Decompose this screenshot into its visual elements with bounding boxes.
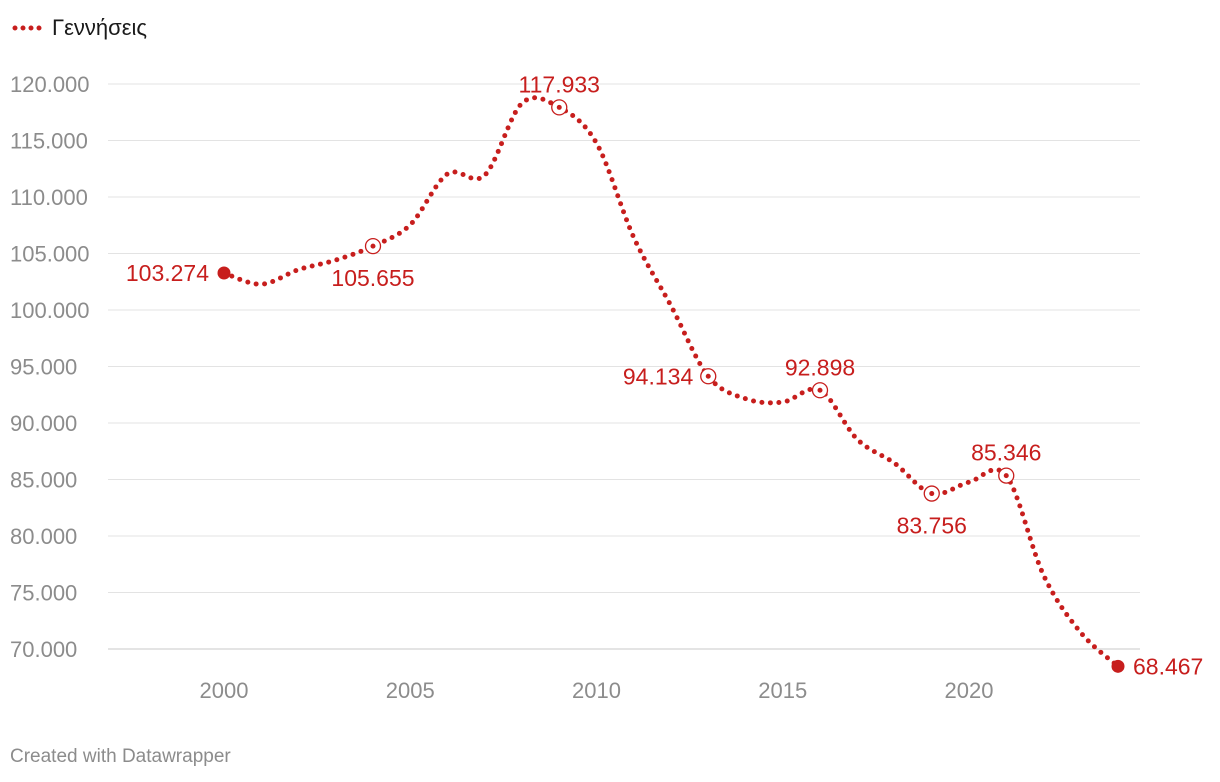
y-tick-label: 95.000 (10, 355, 77, 380)
y-tick-label: 105.000 (10, 242, 90, 267)
data-label: 85.346 (971, 440, 1041, 466)
x-tick-label: 2010 (572, 678, 621, 703)
data-point-marker (217, 266, 231, 280)
data-point-center (929, 491, 935, 497)
legend: Γεννήσεις (12, 14, 147, 42)
data-label: 103.274 (126, 260, 209, 286)
data-point-center (1003, 473, 1009, 479)
y-tick-label: 80.000 (10, 524, 77, 549)
data-point-marker (1111, 659, 1125, 673)
data-label: 105.655 (331, 265, 414, 291)
x-tick-label: 2000 (200, 678, 249, 703)
x-tick-label: 2015 (758, 678, 807, 703)
y-tick-label: 120.000 (10, 72, 90, 97)
y-tick-label: 110.000 (10, 185, 88, 210)
data-point-center (817, 387, 823, 393)
data-point-center (705, 373, 711, 379)
data-label: 68.467 (1133, 653, 1203, 679)
credit-footer: Created with Datawrapper (10, 746, 231, 767)
data-label: 83.756 (897, 513, 967, 539)
x-tick-label: 2005 (386, 678, 435, 703)
y-tick-label: 100.000 (10, 298, 90, 323)
x-axis: 2000 2005 2010 2015 2020 (200, 678, 994, 703)
y-axis: 70.000 75.000 80.000 85.000 90.000 95.000 100.… (10, 72, 90, 662)
y-tick-label: 85.000 (10, 468, 77, 493)
data-label: 117.933 (519, 71, 600, 97)
y-tick-label: 115.000 (10, 129, 88, 154)
highlighted-points: 103.274 105.655 117.933 94.134 92.898 83.756 8… (126, 71, 1204, 679)
data-point-center (556, 104, 562, 110)
y-tick-label: 70.000 (10, 637, 77, 662)
y-tick-label: 90.000 (10, 411, 77, 436)
gridlines (108, 83, 1140, 650)
y-tick-label: 75.000 (10, 581, 77, 606)
data-label: 94.134 (623, 363, 694, 389)
data-point-center (370, 243, 376, 249)
x-tick-label: 2020 (945, 678, 994, 703)
data-label: 92.898 (785, 354, 855, 380)
legend-label: Γεννήσεις (52, 15, 148, 40)
legend-swatch-icon (12, 25, 46, 31)
